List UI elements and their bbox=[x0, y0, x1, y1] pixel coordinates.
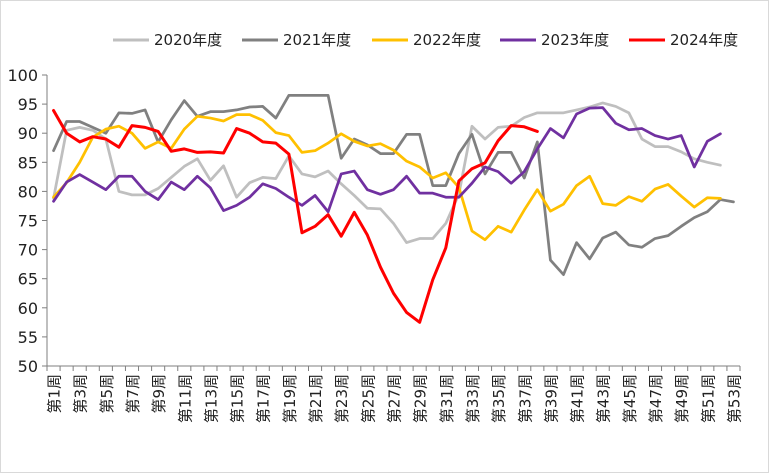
x-tick-label: 第45周 bbox=[621, 374, 639, 423]
x-tick-label: 第27周 bbox=[386, 374, 404, 423]
x-tick-label: 第41周 bbox=[569, 374, 587, 423]
x-tick-label: 第35周 bbox=[490, 374, 508, 423]
x-tick-label: 第15周 bbox=[229, 374, 247, 423]
legend-label: 2023年度 bbox=[541, 31, 609, 49]
x-tick-label: 第9周 bbox=[150, 374, 168, 414]
y-tick-label: 95 bbox=[18, 95, 38, 114]
x-tick-label: 第19周 bbox=[281, 374, 299, 423]
x-tick-label: 第1周 bbox=[46, 374, 64, 414]
y-tick-label: 80 bbox=[18, 182, 38, 201]
y-tick-label: 65 bbox=[18, 270, 38, 289]
y-tick-label: 60 bbox=[18, 299, 38, 318]
x-tick-label: 第17周 bbox=[255, 374, 273, 423]
x-axis: 第1周 第3周 第5周 第7周 第9周 第11周 第13周 第15周 第17周 第19周 第21周第… bbox=[46, 365, 743, 423]
y-tick-label: 50 bbox=[18, 357, 38, 376]
x-tick-label: 第39周 bbox=[542, 374, 560, 423]
y-axis: 50 55 60 65 70 75 80 85 90 95 100 bbox=[7, 66, 48, 376]
x-tick-label: 第29周 bbox=[412, 374, 430, 423]
series-line-2022年度 bbox=[52, 113, 722, 242]
legend-label: 2024年度 bbox=[670, 31, 738, 49]
x-tick-label: 第47周 bbox=[647, 374, 665, 423]
x-tick-label: 第11周 bbox=[176, 374, 194, 423]
y-tick-label: 70 bbox=[18, 241, 38, 260]
legend: 2020年度 2021年度 2022年度 2023年度 2024年度 bbox=[113, 31, 738, 49]
y-tick-label: 100 bbox=[7, 66, 38, 85]
series-line-2023年度 bbox=[52, 106, 722, 214]
x-tick-label: 第53周 bbox=[725, 374, 743, 423]
series-line-2024年度 bbox=[52, 109, 539, 324]
x-tick-label: 第13周 bbox=[202, 374, 220, 423]
x-tick-label: 第43周 bbox=[595, 374, 613, 423]
plot-area bbox=[52, 93, 735, 324]
x-tick-label: 第25周 bbox=[359, 374, 377, 423]
x-tick-label: 第51周 bbox=[699, 374, 717, 423]
y-tick-label: 85 bbox=[18, 153, 38, 172]
x-tick-label: 第21周 bbox=[307, 374, 325, 423]
legend-label: 2022年度 bbox=[413, 31, 481, 49]
legend-label: 2021年度 bbox=[283, 31, 351, 49]
x-tick-label: 第37周 bbox=[516, 374, 534, 423]
x-tick-label: 第49周 bbox=[673, 374, 691, 423]
x-tick-label: 第23周 bbox=[333, 374, 351, 423]
x-tick-label: 第7周 bbox=[124, 374, 142, 414]
y-tick-label: 75 bbox=[18, 212, 38, 231]
x-tick-label: 第3周 bbox=[72, 374, 90, 414]
series-line-2020年度 bbox=[52, 101, 722, 244]
y-tick-label: 55 bbox=[18, 328, 38, 347]
x-tick-label: 第31周 bbox=[438, 374, 456, 423]
x-tick-label: 第5周 bbox=[98, 374, 116, 414]
legend-label: 2020年度 bbox=[154, 31, 222, 49]
y-tick-label: 90 bbox=[18, 124, 38, 143]
x-tick-label: 第33周 bbox=[464, 374, 482, 423]
series-line-2021年度 bbox=[52, 93, 735, 277]
